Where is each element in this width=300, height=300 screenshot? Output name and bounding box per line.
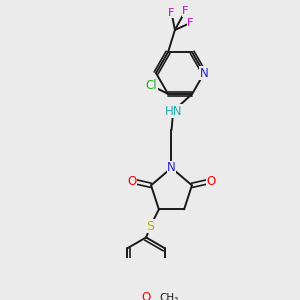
Text: N: N: [167, 161, 176, 174]
Text: F: F: [168, 8, 175, 18]
Text: Cl: Cl: [145, 79, 157, 92]
Text: O: O: [142, 291, 151, 300]
Text: CH₃: CH₃: [160, 292, 179, 300]
Text: O: O: [206, 175, 215, 188]
Text: S: S: [146, 220, 154, 233]
Text: F: F: [182, 6, 188, 16]
Text: N: N: [200, 67, 208, 80]
Text: HN: HN: [164, 105, 182, 118]
Text: F: F: [187, 18, 194, 28]
Text: O: O: [128, 175, 137, 188]
